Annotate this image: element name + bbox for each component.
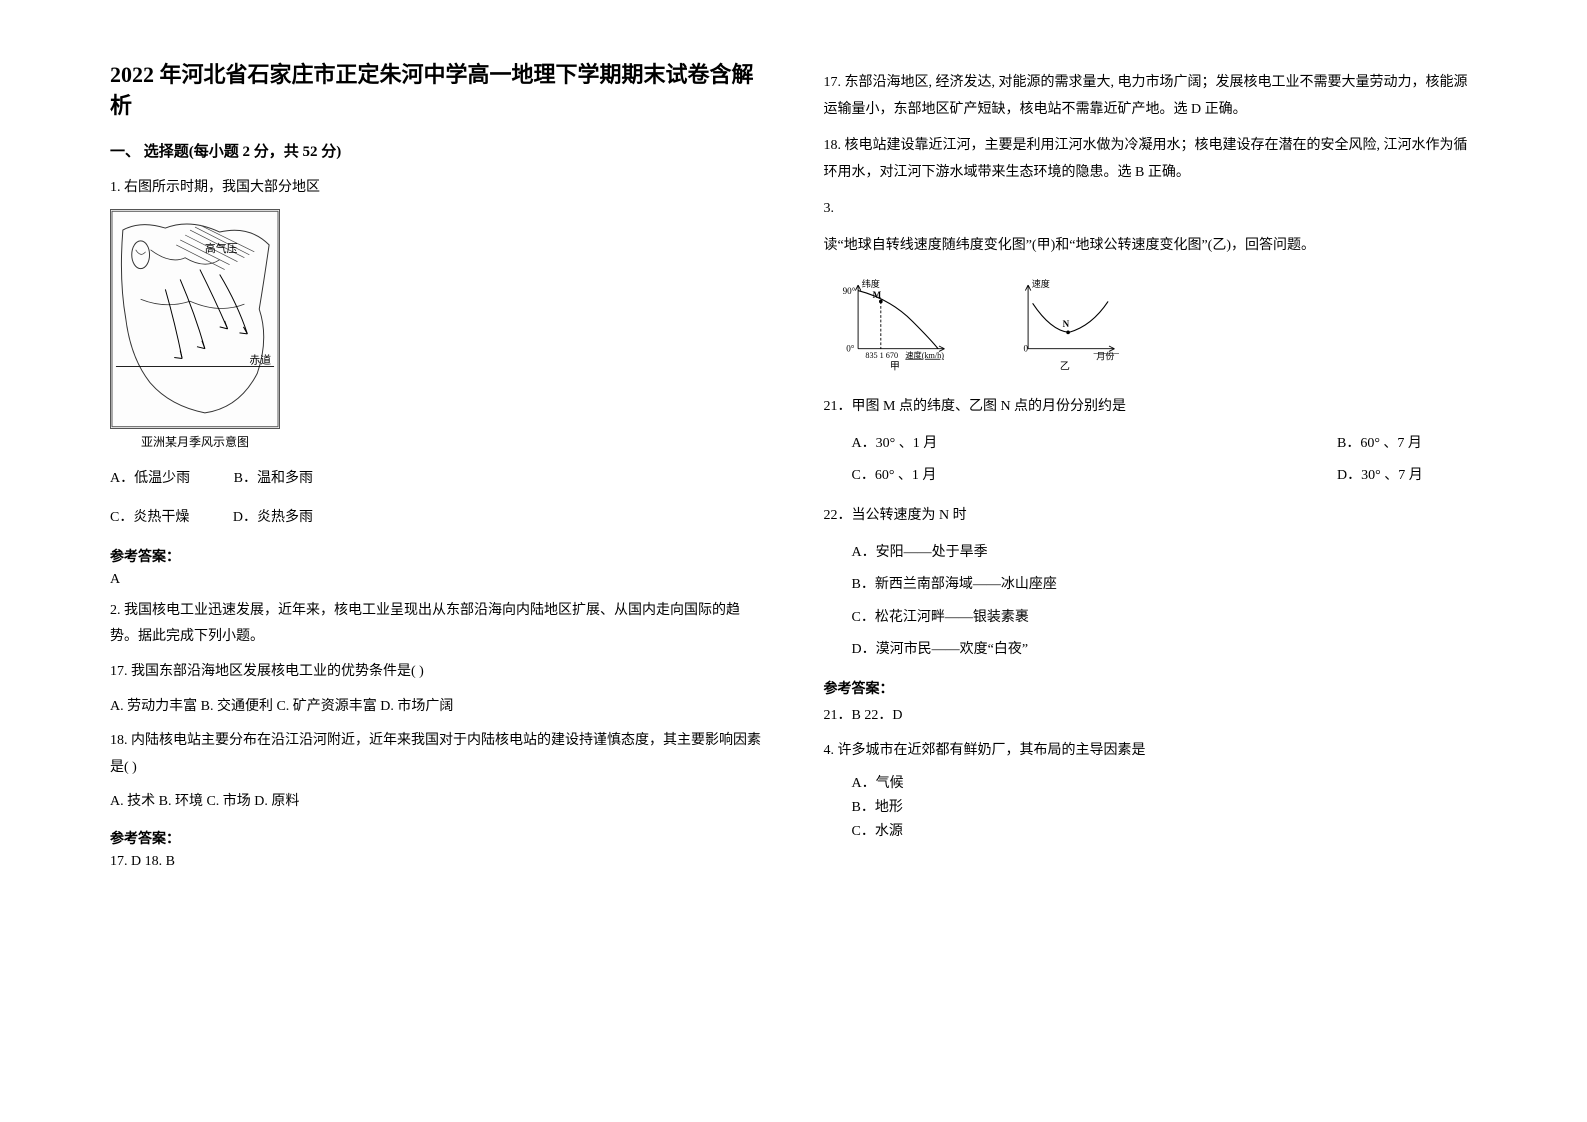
q1-opt-b: B．温和多雨 [234, 464, 313, 495]
chart-yi: 速度 N 月份 0 乙 [1004, 276, 1134, 376]
q2-17: 17. 我国东部沿海地区发展核电工业的优势条件是( ) [110, 659, 764, 686]
q21-row1: A．30° 、1 月 B．60° 、7 月 [852, 428, 1478, 460]
q4-b: B．地形 [852, 796, 1478, 820]
left-column: 2022 年河北省石家庄市正定朱河中学高一地理下学期期末试卷含解析 一、 选择题… [90, 60, 794, 1082]
q4-stem: 4. 许多城市在近郊都有鲜奶厂，其布局的主导因素是 [824, 738, 1478, 765]
q21-c: C．60° 、1 月 [852, 460, 1338, 492]
q3-ans: 21．B 22．D [824, 704, 1478, 724]
q2-stem: 2. 我国核电工业迅速发展，近年来，核电工业呈现出从东部沿海向内陆地区扩展、从国… [110, 598, 764, 651]
q2-ans: 17. D 18. B [110, 854, 764, 870]
q1-opts-row1: A．低温少雨 B．温和多雨 [110, 464, 764, 495]
yi-sub: 乙 [1059, 360, 1069, 372]
q1-opt-c: C．炎热干燥 [110, 503, 189, 534]
q1-opt-d: D．炎热多雨 [233, 503, 313, 534]
q22-b: B．新西兰南部海域——冰山座座 [852, 569, 1478, 601]
q22-a: A．安阳——处于旱季 [852, 537, 1478, 569]
jia-sub: 甲 [889, 361, 899, 372]
asia-monsoon-map: 高气压 赤道 [111, 210, 279, 428]
q1-figure: 高气压 赤道 [110, 209, 280, 429]
right-column: 17. 东部沿海地区, 经济发达, 对能源的需求量大, 电力市场广阔；发展核电工… [794, 60, 1498, 1082]
yi-zero: 0 [1023, 343, 1028, 353]
q21: 21．甲图 M 点的纬度、乙图 N 点的月份分别约是 [824, 394, 1478, 421]
q1-stem: 1. 右图所示时期，我国大部分地区 [110, 175, 764, 202]
page-title: 2022 年河北省石家庄市正定朱河中学高一地理下学期期末试卷含解析 [110, 60, 764, 122]
jia-xticks: 835 1 670 [865, 350, 898, 359]
q3-ans-head: 参考答案： [824, 678, 1478, 698]
q1-ans: A [110, 572, 764, 588]
q3-charts: 纬度 90° 0° M 835 1 670 速度(km/h) 甲 速度 N 月份… [834, 276, 1478, 376]
q1-ans-head: 参考答案： [110, 546, 764, 566]
yi-xunit: 月份 [1096, 350, 1114, 361]
q21-b: B．60° 、7 月 [1337, 428, 1477, 460]
chart-jia: 纬度 90° 0° M 835 1 670 速度(km/h) 甲 [834, 276, 964, 376]
yi-point: N [1062, 318, 1069, 328]
expl-17: 17. 东部沿海地区, 经济发达, 对能源的需求量大, 电力市场广阔；发展核电工… [824, 70, 1478, 123]
q21-row2: C．60° 、1 月 D．30° 、7 月 [852, 460, 1478, 492]
q2-18-opts: A. 技术 B. 环境 C. 市场 D. 原料 [110, 789, 764, 816]
q22: 22．当公转速度为 N 时 [824, 503, 1478, 530]
jia-ylab: 纬度 [861, 277, 879, 288]
section-heading: 一、 选择题(每小题 2 分，共 52 分) [110, 140, 764, 161]
q1-caption: 亚洲某月季风示意图 [110, 433, 280, 450]
q4-c: C．水源 [852, 820, 1478, 844]
label-highpressure: 高气压 [205, 241, 238, 255]
q22-d: D．漠河市民——欢度“白夜” [852, 634, 1478, 666]
jia-xunit: 速度(km/h) [905, 349, 944, 359]
q4-a: A．气候 [852, 772, 1478, 796]
yi-ylab: 速度 [1031, 277, 1049, 288]
q3-intro: 读“地球自转线速度随纬度变化图”(甲)和“地球公转速度变化图”(乙)，回答问题。 [824, 233, 1478, 260]
q2-ans-head: 参考答案： [110, 828, 764, 848]
q21-a: A．30° 、1 月 [852, 428, 1338, 460]
q21-d: D．30° 、7 月 [1337, 460, 1477, 492]
q3-num: 3. [824, 196, 1478, 223]
q2-18: 18. 内陆核电站主要分布在沿江沿河附近，近年来我国对于内陆核电站的建设持谨慎态… [110, 728, 764, 781]
q22-c: C．松花江河畔——银装素裹 [852, 602, 1478, 634]
q1-opt-a: A．低温少雨 [110, 464, 190, 495]
jia-ytop: 90° [842, 286, 855, 296]
jia-ybot: 0° [846, 343, 855, 353]
q1-opts-row2: C．炎热干燥 D．炎热多雨 [110, 503, 764, 534]
label-equator: 赤道 [249, 353, 271, 367]
jia-point: M [872, 289, 881, 299]
expl-18: 18. 核电站建设靠近江河，主要是利用江河水做为冷凝用水；核电建设存在潜在的安全… [824, 133, 1478, 186]
q2-17-opts: A. 劳动力丰富 B. 交通便利 C. 矿产资源丰富 D. 市场广阔 [110, 694, 764, 721]
